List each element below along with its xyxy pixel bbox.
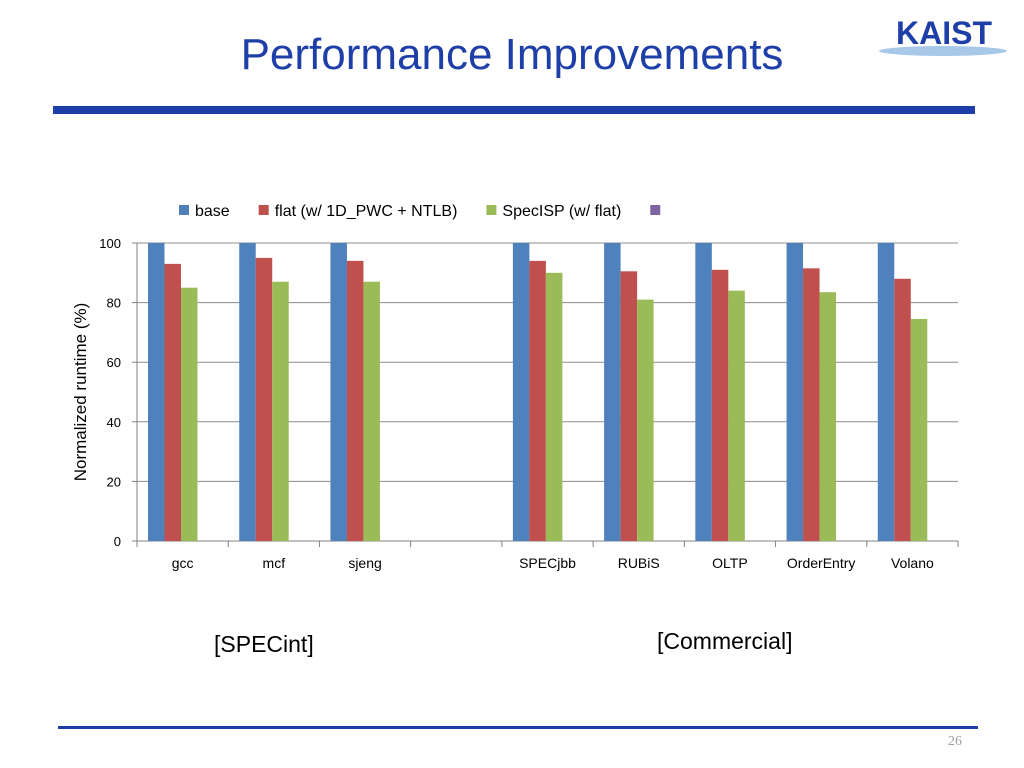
chart-legend: base flat (w/ 1D_PWC + NTLB) SpecISP (w/ f…: [179, 203, 661, 220]
legend-swatch: [179, 205, 189, 215]
y-tick-label: 100: [99, 236, 121, 251]
bar: [545, 272, 563, 541]
bar: [877, 243, 895, 541]
bar: [786, 243, 804, 541]
y-axis-label: Normalized runtime (%): [71, 303, 90, 482]
legend-label: base: [195, 203, 230, 220]
bar: [181, 287, 198, 541]
x-axis: gcc mcf sjeng SPECjbb RUBiS OLTP OrderEntry Vol…: [136, 541, 959, 571]
chart-bars: [148, 243, 928, 541]
bar: [148, 243, 165, 541]
y-tick-label: 0: [114, 534, 121, 549]
bar: [695, 243, 712, 541]
y-tick-label: 60: [107, 355, 121, 370]
x-tick-label: RUBiS: [618, 555, 660, 571]
bar: [910, 318, 928, 541]
bar: [239, 243, 256, 541]
x-tick-label: mcf: [263, 555, 286, 571]
title-divider: [53, 106, 975, 114]
bar: [255, 257, 273, 541]
slide-title: Performance Improvements: [240, 30, 784, 79]
bar: [819, 292, 837, 541]
commercial-group-label: [Commercial]: [657, 628, 793, 654]
bar: [512, 243, 530, 541]
x-tick-label: OrderEntry: [787, 555, 855, 571]
bar: [803, 268, 820, 541]
legend-label: flat (w/ 1D_PWC + NTLB): [275, 203, 458, 220]
specint-group-label: [SPECint]: [214, 631, 314, 657]
bar: [346, 260, 364, 541]
bar: [620, 271, 638, 541]
legend-swatch: [486, 205, 497, 215]
x-tick-label: SPECjbb: [519, 555, 576, 571]
x-tick-label: gcc: [172, 555, 194, 571]
legend-swatch: [650, 205, 661, 215]
bar: [894, 278, 911, 541]
y-tick-label: 40: [107, 415, 121, 430]
y-tick-label: 20: [107, 474, 121, 489]
y-tick-label: 80: [107, 296, 121, 311]
legend-label: SpecISP (w/ flat): [502, 203, 621, 220]
x-tick-label: Volano: [891, 555, 934, 571]
footer-divider: [58, 726, 978, 729]
kaist-logo: KAIST: [879, 15, 1007, 56]
y-axis: 0 20 40 60 80 100: [99, 236, 138, 549]
bar: [272, 281, 289, 541]
bar: [529, 260, 546, 541]
bar: [637, 299, 654, 541]
bar: [604, 243, 621, 541]
bar: [164, 263, 181, 541]
bar: [363, 281, 380, 541]
logo-swoosh: [879, 46, 1007, 56]
x-tick-label: sjeng: [348, 555, 381, 571]
bar: [728, 290, 745, 541]
logo-text: KAIST: [896, 15, 992, 51]
bar: [711, 269, 729, 541]
legend-swatch: [258, 205, 269, 215]
page-number: 26: [948, 734, 962, 749]
x-tick-label: OLTP: [712, 555, 748, 571]
bar: [330, 243, 347, 541]
